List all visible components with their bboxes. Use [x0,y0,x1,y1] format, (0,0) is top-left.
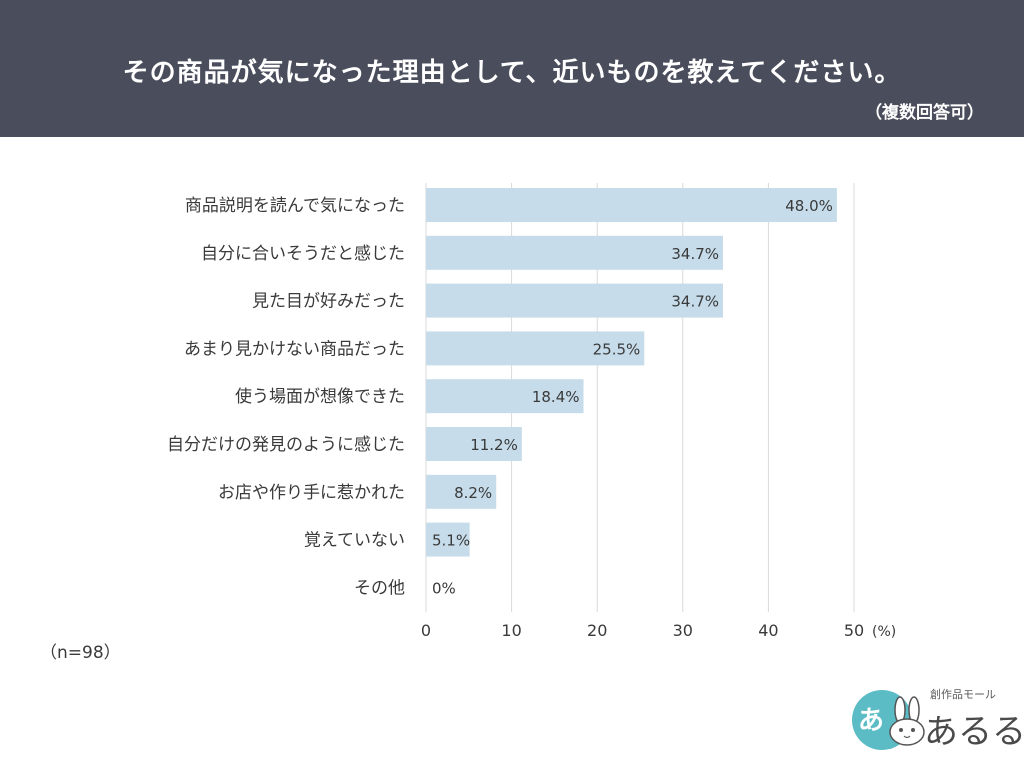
bar [426,379,584,414]
data-label: 0% [432,579,456,597]
category-label: あまり見かけない商品だった [184,339,405,359]
multiple-answer-note: （複数回答可） [865,103,984,123]
category-label: 自分だけの発見のように感じた [167,435,405,455]
data-label: 18.4% [532,388,580,406]
category-label: 使う場面が想像できた [235,386,405,407]
x-tick-label: 20 [587,621,607,640]
bar [426,522,470,557]
x-tick-label: 10 [501,621,521,640]
logo-subtitle: 創作品モール [930,688,996,701]
bar [426,283,724,318]
category-label: 覚えていない [304,531,405,551]
x-axis-unit-label: (%) [872,624,896,640]
sample-size-label: （n=98） [40,643,121,663]
category-label: その他 [354,578,405,598]
x-tick-label: 50 [844,621,864,640]
category-label: 見た目が好みだった [252,292,405,312]
data-label: 11.2% [470,436,518,454]
bar [426,474,497,509]
rabbit-icon [889,696,925,746]
x-tick-label: 40 [758,621,778,640]
logo-name: あるる [924,712,1024,752]
data-label: 25.5% [593,340,641,358]
bar [426,427,522,461]
bar [426,331,645,366]
data-label: 8.2% [454,484,492,502]
x-tick-label: 30 [673,621,693,640]
logo-badge-char: あ [858,706,885,736]
data-label: 34.7% [671,293,719,311]
category-label: 自分に合いそうだと感じた [201,244,405,264]
category-label: お店や作り手に惹かれた [218,483,405,503]
header-banner: その商品が気になった理由として、近いものを教えてください。 （複数回答可） [0,0,1024,137]
chart-title: その商品が気になった理由として、近いものを教えてください。 [122,58,902,88]
data-label: 5.1% [432,532,470,550]
x-tick-label: 0 [421,621,431,640]
category-label: 商品説明を読んで気になった [185,196,405,216]
data-label: 34.7% [671,245,719,263]
bar [426,188,837,222]
brand-logo: あ 創作品モール あるる [852,686,1024,752]
bar [426,235,724,270]
data-label: 48.0% [785,197,833,215]
